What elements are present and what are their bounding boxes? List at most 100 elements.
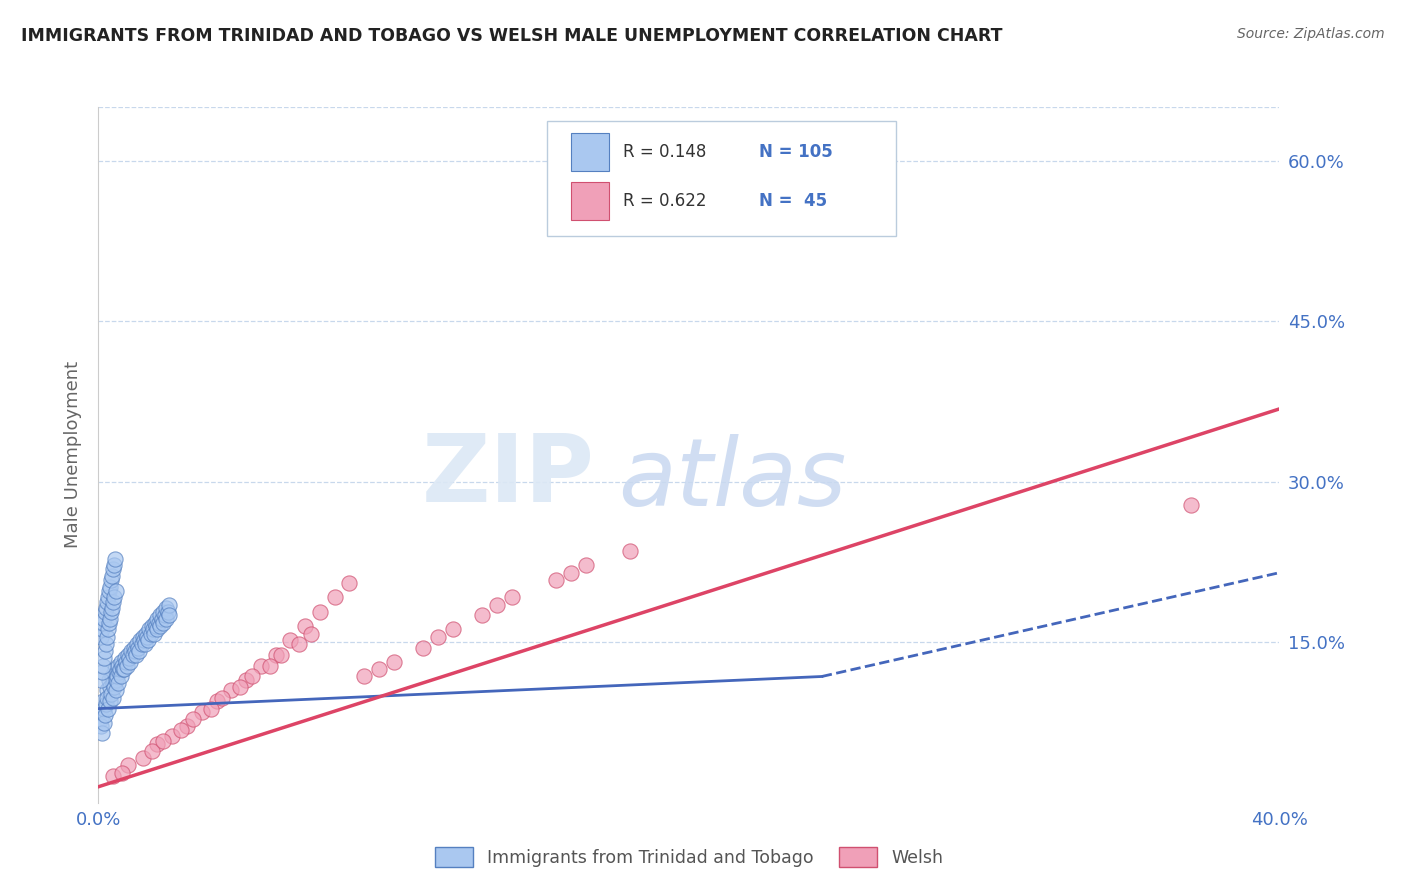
Point [107,676,129,690]
Point [211,690,233,705]
Point [152,605,174,619]
Point [157,598,180,612]
Point [152,733,174,747]
Point [155,601,177,615]
Point [1180,498,1202,512]
Point [103,680,125,694]
Point [157,608,180,623]
Point [176,719,198,733]
Point [93,715,115,730]
Text: R = 0.622: R = 0.622 [623,192,706,210]
Text: IMMIGRANTS FROM TRINIDAD AND TOBAGO VS WELSH MALE UNEMPLOYMENT CORRELATION CHART: IMMIGRANTS FROM TRINIDAD AND TOBAGO VS W… [21,27,1002,45]
Point [120,644,142,658]
Point [127,640,149,655]
Point [94,605,117,619]
Point [93,651,115,665]
Point [368,662,391,676]
Point [132,751,155,765]
Point [278,633,302,648]
Point [91,694,114,708]
Point [299,626,322,640]
Point [128,633,150,648]
Point [441,623,464,637]
Point [118,651,141,665]
Point [110,655,132,669]
Point [143,615,166,630]
Point [229,680,252,694]
Point [103,594,125,608]
Point [94,708,117,723]
Point [155,612,177,626]
Point [205,694,228,708]
Point [142,626,165,640]
Point [111,662,134,676]
Point [94,698,117,712]
Point [259,658,281,673]
Point [486,598,509,612]
Point [125,637,148,651]
Point [103,558,125,573]
Point [94,601,117,615]
Point [114,651,136,665]
Point [111,658,134,673]
Point [148,615,170,630]
Point [152,615,174,630]
Point [191,705,214,719]
Point [146,612,169,626]
Point [382,655,405,669]
Point [90,630,112,644]
Point [574,558,596,573]
Point [91,726,114,740]
Point [619,544,641,558]
Point [105,669,128,683]
Point [219,683,242,698]
Point [309,605,332,619]
Text: N = 105: N = 105 [759,144,832,161]
Point [142,623,165,637]
Point [427,630,450,644]
Point [138,623,160,637]
Point [90,712,112,726]
Point [96,594,118,608]
Point [97,583,120,598]
Point [162,730,183,744]
Point [501,591,523,605]
Point [94,637,117,651]
Point [98,694,121,708]
Point [117,658,139,673]
Legend: Immigrants from Trinidad and Tobago, Welsh: Immigrants from Trinidad and Tobago, Wel… [427,840,950,874]
Point [117,648,139,662]
Point [100,605,122,619]
Point [122,640,145,655]
Point [112,662,135,676]
Point [115,655,138,669]
Point [120,655,142,669]
Point [103,676,125,690]
Point [97,623,120,637]
Point [103,562,125,576]
Text: atlas: atlas [619,434,846,524]
Point [110,669,132,683]
Point [97,591,120,605]
Point [560,566,582,580]
Point [145,619,167,633]
Point [98,580,121,594]
Point [153,608,176,623]
Text: R = 0.148: R = 0.148 [623,144,706,161]
Point [108,665,131,680]
Point [96,630,118,644]
Point [131,637,153,651]
Point [94,644,117,658]
Point [125,648,148,662]
Point [353,669,375,683]
Point [139,626,162,640]
Point [134,633,156,648]
Point [136,633,159,648]
Point [323,591,346,605]
Point [91,615,114,630]
Point [471,608,494,623]
Point [141,619,163,633]
Point [124,644,146,658]
Point [100,687,122,701]
Point [235,673,257,687]
